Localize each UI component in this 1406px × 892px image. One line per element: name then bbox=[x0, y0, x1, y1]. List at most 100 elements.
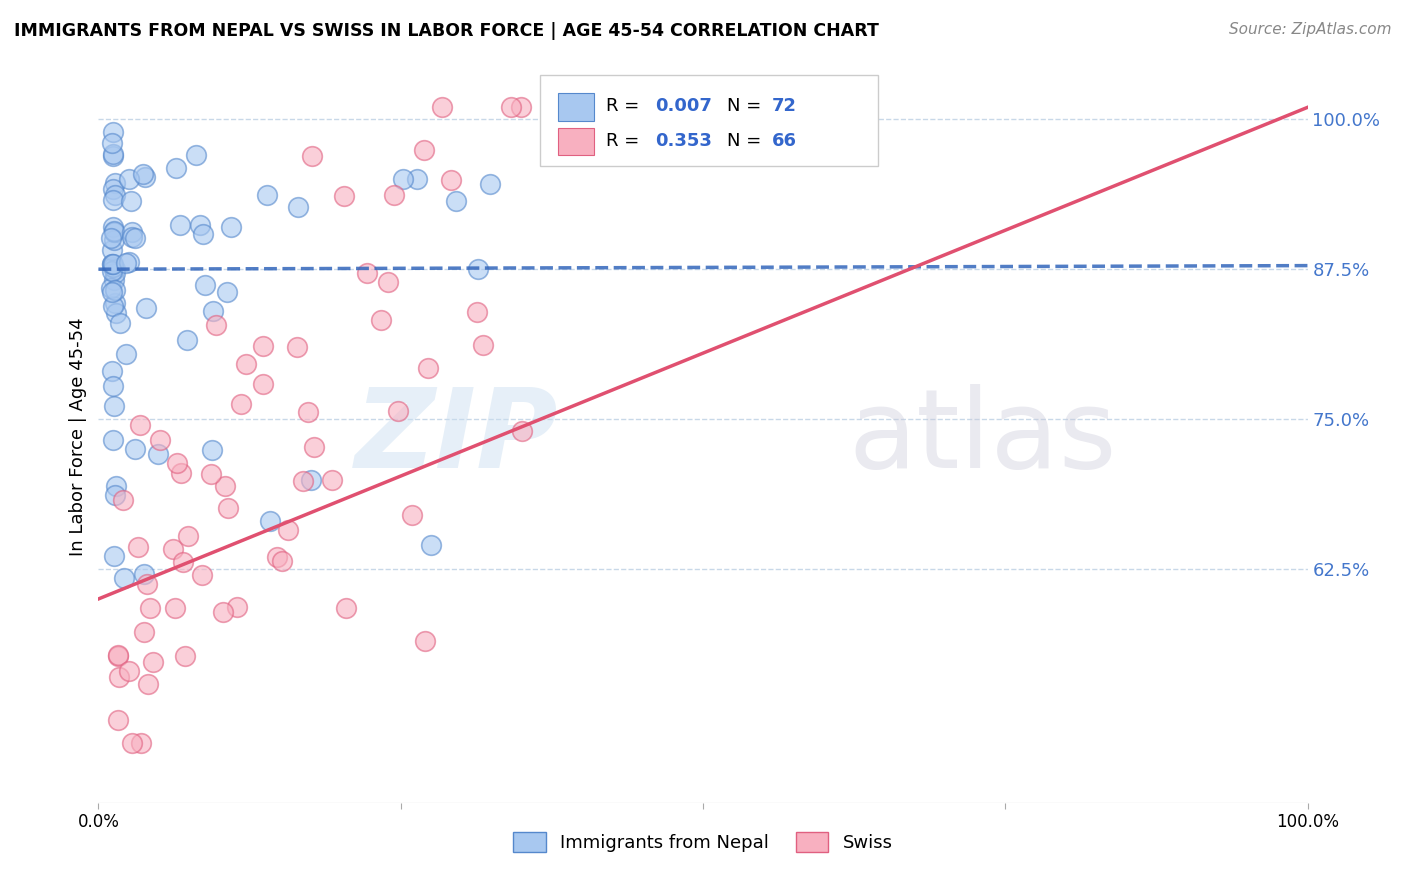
Point bbox=[444, 194, 467, 208]
Point bbox=[560, 110, 582, 124]
Point bbox=[132, 625, 155, 640]
Point bbox=[297, 405, 319, 419]
Point bbox=[215, 285, 238, 299]
Point bbox=[104, 488, 127, 502]
Point bbox=[132, 168, 155, 182]
Point bbox=[165, 161, 187, 176]
Point bbox=[382, 188, 405, 202]
Point bbox=[103, 225, 125, 239]
Point bbox=[176, 333, 198, 347]
Point bbox=[193, 227, 215, 241]
Point bbox=[107, 648, 129, 663]
Point bbox=[108, 670, 131, 684]
Point bbox=[510, 424, 533, 438]
Point bbox=[177, 528, 200, 542]
Point bbox=[118, 171, 141, 186]
Point bbox=[101, 147, 124, 161]
Text: ZIP: ZIP bbox=[354, 384, 558, 491]
Point bbox=[166, 456, 188, 470]
Point bbox=[111, 493, 134, 508]
Point bbox=[270, 554, 292, 568]
Point bbox=[121, 230, 143, 244]
Text: R =: R = bbox=[606, 132, 645, 150]
Point bbox=[149, 433, 172, 447]
Point bbox=[420, 538, 443, 552]
Point bbox=[186, 148, 208, 162]
Point bbox=[252, 339, 274, 353]
Point bbox=[103, 273, 125, 287]
Point bbox=[465, 305, 488, 319]
Point bbox=[142, 655, 165, 669]
Point bbox=[103, 379, 125, 393]
Point bbox=[471, 338, 494, 352]
Point bbox=[101, 434, 124, 448]
Point bbox=[100, 243, 122, 257]
Point bbox=[104, 296, 127, 310]
Point bbox=[510, 100, 533, 114]
Point bbox=[287, 200, 309, 214]
Text: 72: 72 bbox=[772, 97, 797, 115]
Point bbox=[173, 649, 195, 664]
Legend: Immigrants from Nepal, Swiss: Immigrants from Nepal, Swiss bbox=[506, 824, 900, 860]
Point bbox=[103, 399, 125, 413]
Point bbox=[231, 397, 253, 411]
Point bbox=[104, 176, 127, 190]
Point bbox=[107, 713, 129, 727]
Point bbox=[128, 418, 150, 433]
Point bbox=[499, 100, 522, 114]
Point bbox=[118, 255, 141, 269]
Text: 0.007: 0.007 bbox=[655, 97, 711, 115]
Point bbox=[544, 100, 567, 114]
Point bbox=[478, 177, 501, 191]
Point bbox=[194, 277, 217, 292]
Point bbox=[356, 266, 378, 280]
Text: atlas: atlas bbox=[848, 384, 1116, 491]
Point bbox=[302, 440, 325, 454]
Point bbox=[135, 301, 157, 315]
Point bbox=[118, 665, 141, 679]
Point bbox=[115, 256, 138, 270]
Point bbox=[107, 649, 129, 664]
Point bbox=[200, 443, 222, 458]
Point bbox=[104, 187, 127, 202]
Point bbox=[138, 601, 160, 615]
Point bbox=[201, 303, 224, 318]
Point bbox=[101, 136, 124, 150]
Point bbox=[172, 555, 194, 569]
Point bbox=[100, 231, 122, 245]
Text: N =: N = bbox=[727, 97, 768, 115]
Point bbox=[333, 188, 356, 202]
Point bbox=[104, 267, 127, 281]
Point bbox=[101, 194, 124, 208]
Point bbox=[108, 316, 131, 330]
Text: 66: 66 bbox=[772, 132, 797, 150]
Point bbox=[575, 100, 598, 114]
Point bbox=[105, 306, 128, 320]
Point bbox=[370, 313, 392, 327]
Point bbox=[301, 149, 323, 163]
Text: Source: ZipAtlas.com: Source: ZipAtlas.com bbox=[1229, 22, 1392, 37]
Point bbox=[214, 479, 236, 493]
Point bbox=[252, 376, 274, 391]
Point bbox=[120, 194, 142, 208]
Point bbox=[387, 404, 409, 418]
Point bbox=[101, 260, 124, 274]
Point bbox=[200, 467, 222, 481]
Point bbox=[132, 567, 155, 582]
Point bbox=[129, 736, 152, 750]
Point bbox=[266, 550, 288, 565]
Point bbox=[101, 299, 124, 313]
Point bbox=[162, 541, 184, 556]
Point bbox=[103, 549, 125, 564]
Point bbox=[292, 474, 315, 488]
Point bbox=[169, 218, 191, 232]
Point bbox=[418, 361, 440, 376]
Point bbox=[546, 100, 568, 114]
Point bbox=[406, 172, 429, 186]
Point bbox=[191, 568, 214, 582]
Point bbox=[391, 172, 413, 186]
Point bbox=[115, 347, 138, 361]
Point bbox=[101, 257, 124, 271]
Point bbox=[148, 447, 170, 461]
Bar bbox=[558, 94, 595, 121]
